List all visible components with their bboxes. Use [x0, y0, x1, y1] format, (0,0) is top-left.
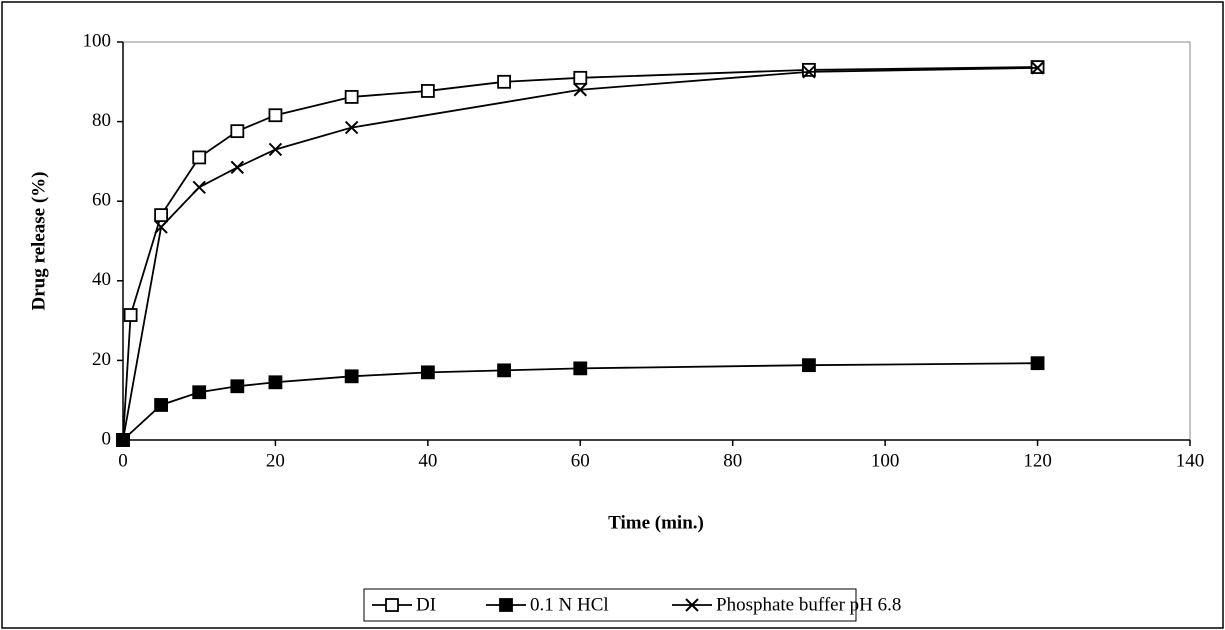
- data-point: [802, 358, 816, 373]
- x-tick-label: 120: [1023, 450, 1052, 471]
- legend-marker: [385, 598, 399, 612]
- legend-label: 0.1 N HCl: [530, 594, 609, 615]
- data-point: [497, 363, 511, 378]
- legend-marker: [499, 598, 513, 612]
- data-point: [192, 150, 207, 165]
- x-tick-label: 20: [266, 450, 285, 471]
- data-point: [420, 365, 435, 380]
- data-point: [573, 70, 588, 85]
- y-tick-label: 40: [92, 269, 111, 290]
- x-tick-label: 80: [723, 450, 742, 471]
- x-tick-label: 0: [118, 450, 128, 471]
- y-tick-label: 60: [92, 190, 111, 211]
- data-point: [268, 375, 283, 390]
- data-point: [344, 369, 359, 384]
- data-point: [268, 108, 283, 123]
- y-tick-label: 80: [92, 110, 111, 131]
- data-point: [573, 83, 587, 97]
- data-point: [116, 433, 130, 447]
- data-point: [344, 120, 359, 135]
- legend-label: DI: [416, 594, 436, 615]
- legend-marker: [685, 598, 699, 612]
- legend-box: [363, 588, 857, 622]
- x-tick-label: 140: [1176, 450, 1205, 471]
- legend-label: Phosphate buffer pH 6.8: [716, 594, 901, 615]
- data-point: [1030, 61, 1045, 75]
- x-axis-title: Time (min.): [608, 512, 704, 533]
- data-point: [420, 84, 435, 98]
- data-point: [497, 74, 511, 89]
- y-tick-label: 0: [102, 428, 112, 449]
- x-tick-label: 100: [871, 450, 900, 471]
- data-point: [802, 62, 816, 77]
- data-point: [230, 160, 245, 175]
- data-point: [154, 220, 168, 234]
- data-point: [230, 379, 245, 394]
- x-tick-label: 60: [571, 450, 590, 471]
- y-axis-title: Drug release (%): [28, 172, 49, 311]
- data-point: [192, 385, 207, 400]
- x-tick-label: 40: [418, 450, 437, 471]
- data-point: [230, 124, 245, 139]
- data-point: [344, 90, 359, 104]
- data-point: [192, 180, 206, 194]
- data-point: [573, 361, 588, 376]
- data-point: [1030, 356, 1045, 371]
- data-point: [154, 398, 169, 412]
- data-point: [268, 142, 283, 157]
- data-point: [802, 65, 816, 79]
- data-point: [154, 208, 169, 223]
- data-point: [123, 308, 138, 322]
- y-tick-label: 100: [83, 30, 112, 51]
- y-tick-label: 20: [92, 349, 111, 370]
